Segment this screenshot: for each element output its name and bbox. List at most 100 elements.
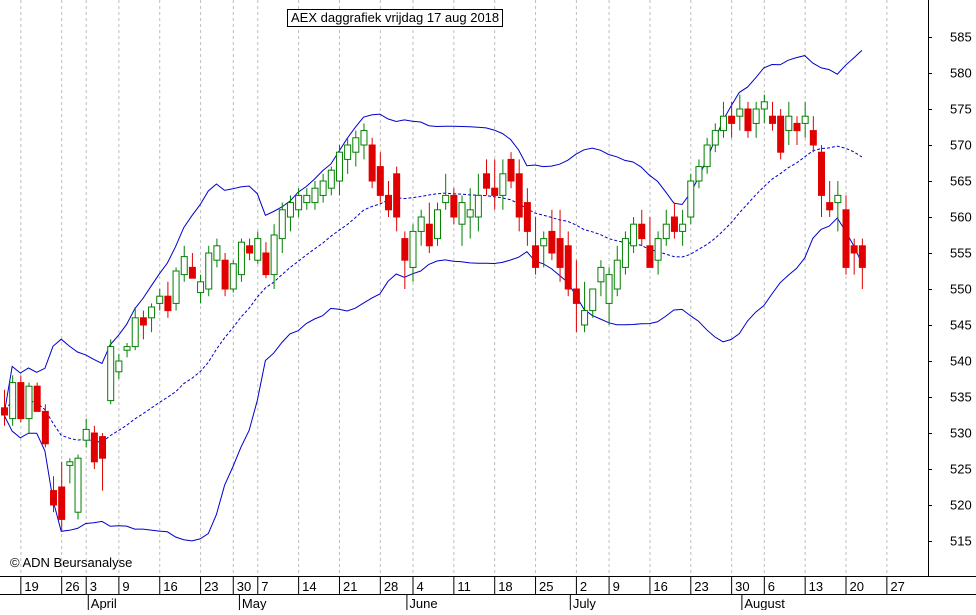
candle-body bbox=[156, 295, 164, 304]
candle bbox=[311, 181, 319, 210]
month-label: April bbox=[91, 596, 117, 610]
candle-body bbox=[172, 270, 180, 304]
candle bbox=[809, 116, 817, 153]
x-tick-label: 7 bbox=[261, 579, 268, 594]
candle-body bbox=[499, 173, 507, 196]
candle-body bbox=[719, 115, 727, 132]
y-tick-label: 575 bbox=[950, 102, 972, 117]
candle-body bbox=[270, 234, 278, 276]
x-tick-label: 25 bbox=[539, 579, 553, 594]
x-tick-label: 6 bbox=[768, 579, 775, 594]
candle-body bbox=[401, 238, 409, 261]
candle bbox=[33, 382, 41, 412]
candle bbox=[491, 159, 499, 210]
candle-body bbox=[777, 115, 785, 153]
candle-body bbox=[246, 245, 254, 254]
candle bbox=[850, 238, 858, 275]
candle-body bbox=[99, 436, 107, 459]
candle-body bbox=[229, 263, 237, 290]
candle-body bbox=[434, 209, 442, 240]
candle-body bbox=[58, 486, 66, 520]
candle-body bbox=[670, 216, 678, 232]
candle-body bbox=[842, 209, 850, 268]
candle bbox=[736, 94, 744, 131]
x-tick-label: 13 bbox=[809, 579, 823, 594]
candle-body bbox=[752, 108, 760, 124]
candle bbox=[679, 209, 687, 246]
candle-body bbox=[1, 407, 8, 416]
x-tick-label: 14 bbox=[302, 579, 316, 594]
x-tick-label: 20 bbox=[850, 579, 864, 594]
candle-body bbox=[425, 223, 433, 247]
candle bbox=[270, 224, 278, 289]
candle bbox=[777, 109, 785, 160]
candle-body bbox=[572, 288, 580, 304]
candle-body bbox=[515, 173, 523, 218]
candle bbox=[605, 267, 613, 325]
x-tick-label: 4 bbox=[417, 579, 424, 594]
candle-body bbox=[564, 245, 572, 290]
candle bbox=[197, 274, 205, 304]
candle bbox=[450, 188, 458, 225]
candle-body bbox=[801, 115, 809, 124]
candle bbox=[50, 476, 58, 513]
candle bbox=[466, 188, 474, 239]
candle-body bbox=[213, 245, 221, 261]
candle bbox=[719, 101, 727, 138]
candle bbox=[295, 188, 303, 217]
candle bbox=[801, 101, 809, 138]
candle-body bbox=[646, 245, 654, 268]
y-tick-label: 550 bbox=[950, 282, 972, 297]
candle bbox=[303, 188, 311, 210]
x-tick-label: 21 bbox=[343, 579, 357, 594]
candle bbox=[262, 242, 270, 279]
candle bbox=[703, 137, 711, 174]
candle bbox=[344, 137, 352, 174]
candle bbox=[82, 418, 90, 448]
candle bbox=[352, 130, 360, 167]
candle bbox=[368, 137, 376, 189]
y-tick-label: 545 bbox=[950, 318, 972, 333]
y-tick-label: 540 bbox=[950, 354, 972, 369]
candle bbox=[540, 231, 548, 268]
candle bbox=[532, 217, 540, 275]
candle-body bbox=[335, 151, 343, 182]
candle-body bbox=[123, 346, 131, 351]
candle bbox=[172, 267, 180, 311]
x-tick-label: 18 bbox=[498, 579, 512, 594]
candle-body bbox=[82, 428, 90, 441]
candle bbox=[499, 159, 507, 210]
candle-body bbox=[180, 256, 188, 276]
copyright-note: © ADN Beursanalyse bbox=[10, 555, 133, 570]
candle bbox=[793, 116, 801, 145]
candle bbox=[278, 202, 286, 253]
candle bbox=[474, 173, 482, 232]
candle-body bbox=[695, 166, 703, 182]
candle bbox=[58, 461, 66, 531]
candle-body bbox=[376, 166, 384, 196]
candle-body bbox=[679, 223, 687, 232]
candle bbox=[564, 231, 572, 297]
candle bbox=[205, 245, 213, 297]
candle bbox=[523, 188, 531, 246]
x-tick-label: 2 bbox=[580, 579, 587, 594]
candle bbox=[515, 159, 523, 232]
candle-body bbox=[188, 266, 196, 279]
candle bbox=[760, 94, 768, 124]
candle bbox=[417, 209, 425, 246]
candle bbox=[654, 231, 662, 275]
candle-body bbox=[319, 180, 327, 196]
candle-body bbox=[785, 115, 793, 132]
candle bbox=[107, 339, 115, 405]
candle bbox=[728, 101, 736, 138]
y-tick-label: 535 bbox=[950, 390, 972, 405]
candle-body bbox=[834, 194, 842, 204]
candle-body bbox=[532, 245, 540, 268]
candle-body bbox=[736, 108, 744, 117]
candle-body bbox=[458, 202, 466, 225]
y-tick-label: 520 bbox=[950, 498, 972, 513]
candle-body bbox=[41, 410, 49, 445]
x-tick-label: 28 bbox=[384, 579, 398, 594]
candle-body bbox=[205, 252, 213, 290]
x-tick-label: 26 bbox=[65, 579, 79, 594]
